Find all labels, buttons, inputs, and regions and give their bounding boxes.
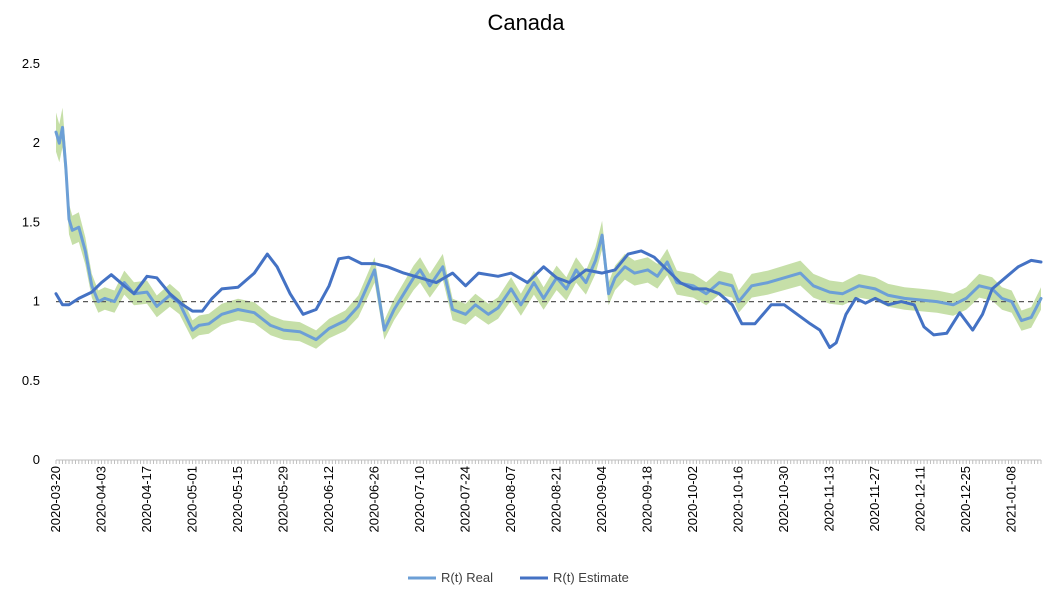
- x-tick-label: 2020-06-12: [321, 466, 336, 533]
- series-layer: [54, 125, 1043, 349]
- x-tick-label: 2020-09-04: [594, 466, 609, 533]
- x-tick-label: 2020-08-21: [549, 466, 564, 533]
- y-tick-label: 0.5: [22, 373, 40, 388]
- x-tick-label: 2020-10-16: [731, 466, 746, 533]
- x-tick-label: 2020-11-13: [822, 466, 837, 532]
- x-tick-label: 2020-03-20: [48, 466, 63, 533]
- x-tick-label: 2020-04-17: [139, 466, 154, 533]
- x-tick-label: 2020-07-10: [412, 466, 427, 533]
- y-tick-label: 1.5: [22, 214, 40, 229]
- x-tick-label: 2020-04-03: [94, 466, 109, 533]
- y-tick-label: 2: [33, 135, 40, 150]
- legend-label-estimate: R(t) Estimate: [553, 570, 629, 585]
- x-tick-label: 2020-11-27: [867, 466, 882, 532]
- x-tick-label: 2020-12-25: [958, 466, 973, 533]
- x-tick-label: 2020-09-18: [640, 466, 655, 533]
- confidence-band-layer: [56, 107, 1041, 349]
- x-tick-label: 2020-07-24: [458, 466, 473, 532]
- y-tick-label: 0: [33, 452, 40, 467]
- y-tick-label: 1: [33, 294, 40, 309]
- x-tick-label: 2020-05-15: [230, 466, 245, 533]
- x-tick-label: 2021-01-08: [1004, 466, 1019, 533]
- x-tick-label: 2020-06-26: [367, 466, 382, 533]
- series-line-estimate: [54, 249, 1043, 349]
- chart-title: Canada: [487, 10, 565, 35]
- series-line-real: [54, 125, 1043, 342]
- y-tick-label: 2.5: [22, 56, 40, 71]
- legend: R(t) Real R(t) Estimate: [408, 570, 629, 585]
- x-tick-label: 2020-10-30: [776, 466, 791, 533]
- legend-label-real: R(t) Real: [441, 570, 493, 585]
- confidence-band: [56, 107, 1041, 349]
- x-tick-label: 2020-10-02: [685, 466, 700, 533]
- x-tick-label: 2020-05-29: [276, 466, 291, 533]
- x-tick-label: 2020-05-01: [185, 466, 200, 533]
- x-tick-label: 2020-08-07: [503, 466, 518, 533]
- axis-layer: 0 0.5 1 1.5 2 2.5 2020-03-20 2020-04-03 2020-04-…: [22, 56, 1042, 533]
- x-tick-label: 2020-12-11: [913, 466, 928, 532]
